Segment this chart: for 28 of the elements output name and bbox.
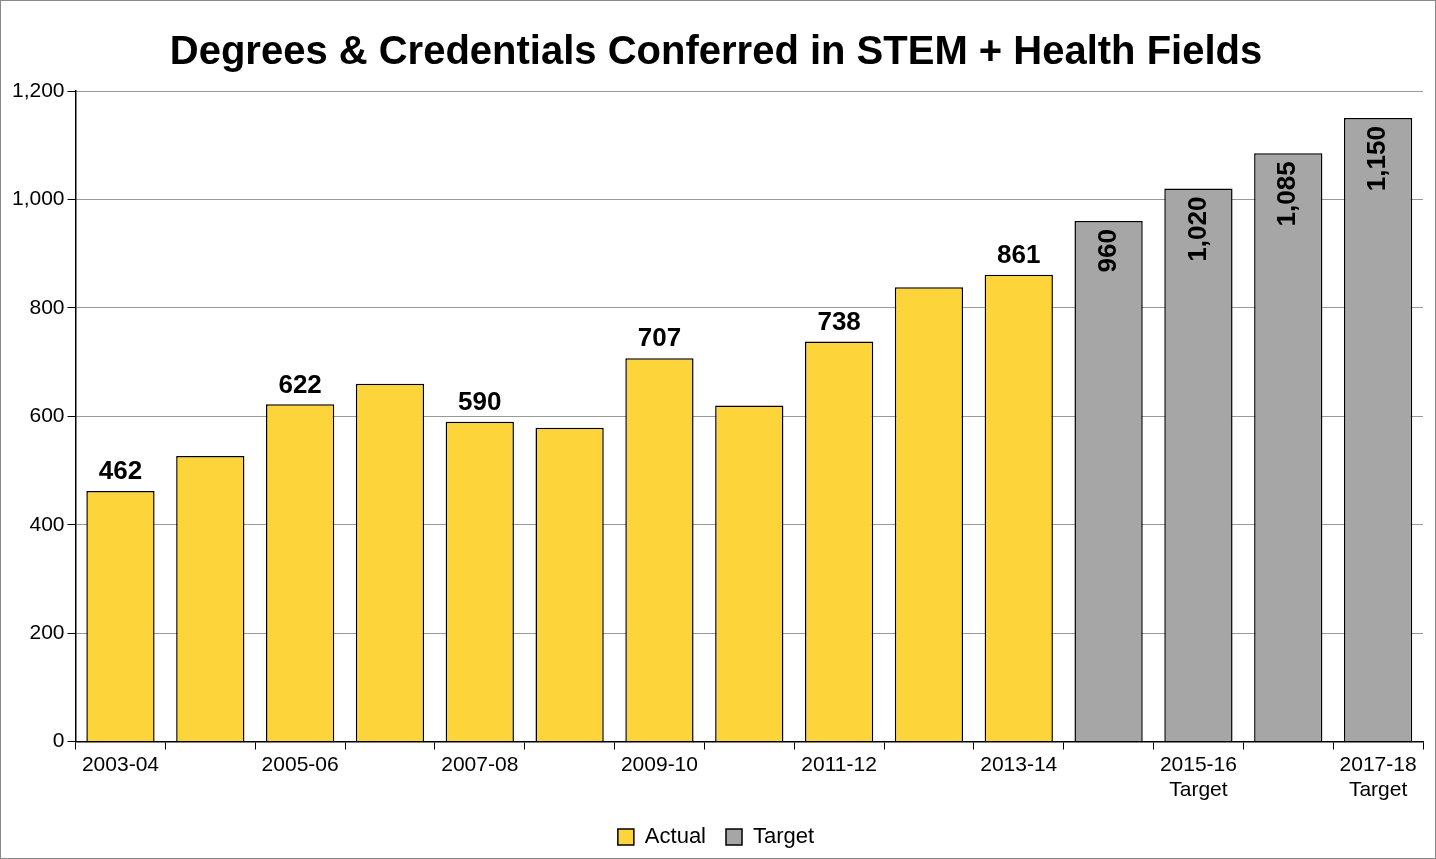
data-label: 1,085 (1271, 161, 1302, 227)
data-label: 462 (98, 455, 143, 486)
y-tick-label: 600 (29, 403, 65, 427)
y-tick-label: 200 (29, 619, 65, 643)
legend-label: Target (753, 823, 815, 849)
x-tick-label: 2011-12 (801, 752, 877, 775)
data-label: 1,020 (1181, 196, 1212, 262)
y-tick-label: 800 (29, 294, 65, 318)
x-tick-label: 2009-10 (620, 752, 698, 775)
data-label: 738 (817, 305, 861, 336)
data-label: 960 (1091, 229, 1122, 273)
x-tick-label: 2017-18 Target (1339, 752, 1417, 801)
x-tick-label: 2015-16 Target (1159, 752, 1237, 801)
data-label: 622 (278, 368, 322, 399)
y-tick-label: 1,000 (11, 186, 65, 210)
chart-title: Degrees & Credentials Conferred in STEM + Health Fields (169, 28, 1263, 73)
x-tick-label: 2013-14 (980, 752, 1058, 775)
data-label: 707 (637, 322, 682, 353)
x-tick-label: 2007-08 (441, 752, 519, 775)
data-label: 1,150 (1361, 126, 1392, 192)
data-label: 590 (458, 385, 502, 416)
legend-label: Actual (644, 823, 707, 849)
data-label: 861 (997, 238, 1041, 269)
x-tick-label: 2003-04 (81, 752, 160, 775)
y-tick-label: 1,200 (11, 77, 65, 101)
x-tick-label: 2005-06 (261, 752, 339, 775)
y-tick-label: 400 (29, 511, 65, 535)
y-tick-label: 0 (52, 728, 65, 752)
